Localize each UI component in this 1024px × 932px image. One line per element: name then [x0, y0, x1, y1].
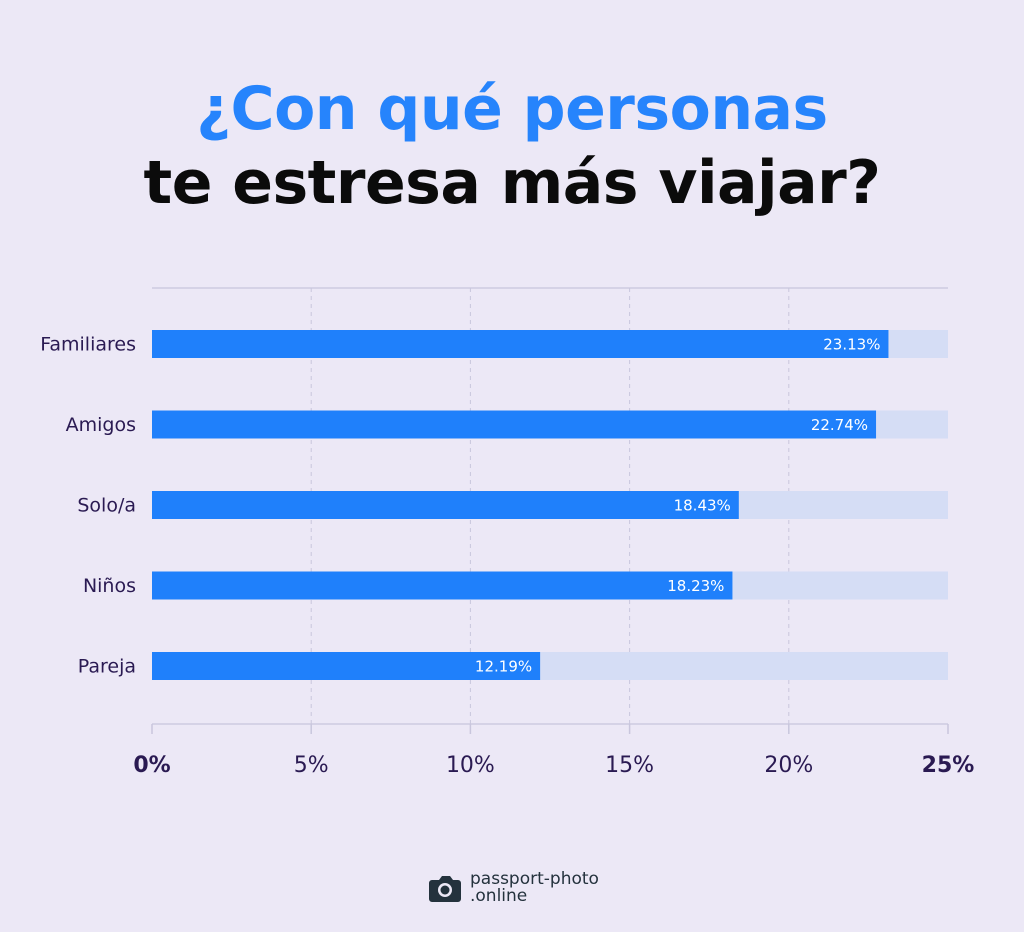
x-tick-label: 25% [922, 753, 975, 778]
bar-value-label: 12.19% [475, 658, 532, 676]
chart-title: ¿Con qué personas te estresa más viajar? [0, 72, 1024, 220]
camera-icon [429, 876, 461, 902]
x-tick-label: 20% [764, 753, 813, 778]
category-label: Niños [83, 575, 136, 597]
logo-line-2: .online [470, 886, 528, 906]
x-tick-label: 5% [294, 753, 329, 778]
category-label: Familiares [40, 334, 136, 356]
brand-logo: passport-photo .online [428, 868, 599, 908]
category-label: Solo/a [77, 495, 136, 517]
title-line-2: te estresa más viajar? [143, 148, 881, 218]
bar [152, 652, 541, 680]
title-line-1: ¿Con qué personas [196, 74, 828, 144]
x-tick-label: 15% [605, 753, 654, 778]
bar-value-label: 22.74% [811, 416, 868, 434]
logo-line-1: passport-photo [470, 869, 599, 889]
bar [152, 491, 739, 519]
x-tick-label: 10% [446, 753, 495, 778]
bar-value-label: 18.43% [674, 497, 731, 515]
category-label: Pareja [78, 656, 136, 678]
logo-text: passport-photo .online [470, 871, 599, 905]
x-tick-label: 0% [133, 753, 170, 778]
bar-value-label: 18.23% [667, 577, 724, 595]
bar-value-label: 23.13% [823, 336, 880, 354]
bar [152, 330, 889, 358]
bar [152, 571, 733, 600]
category-label: Amigos [66, 414, 136, 436]
bar [152, 410, 877, 439]
